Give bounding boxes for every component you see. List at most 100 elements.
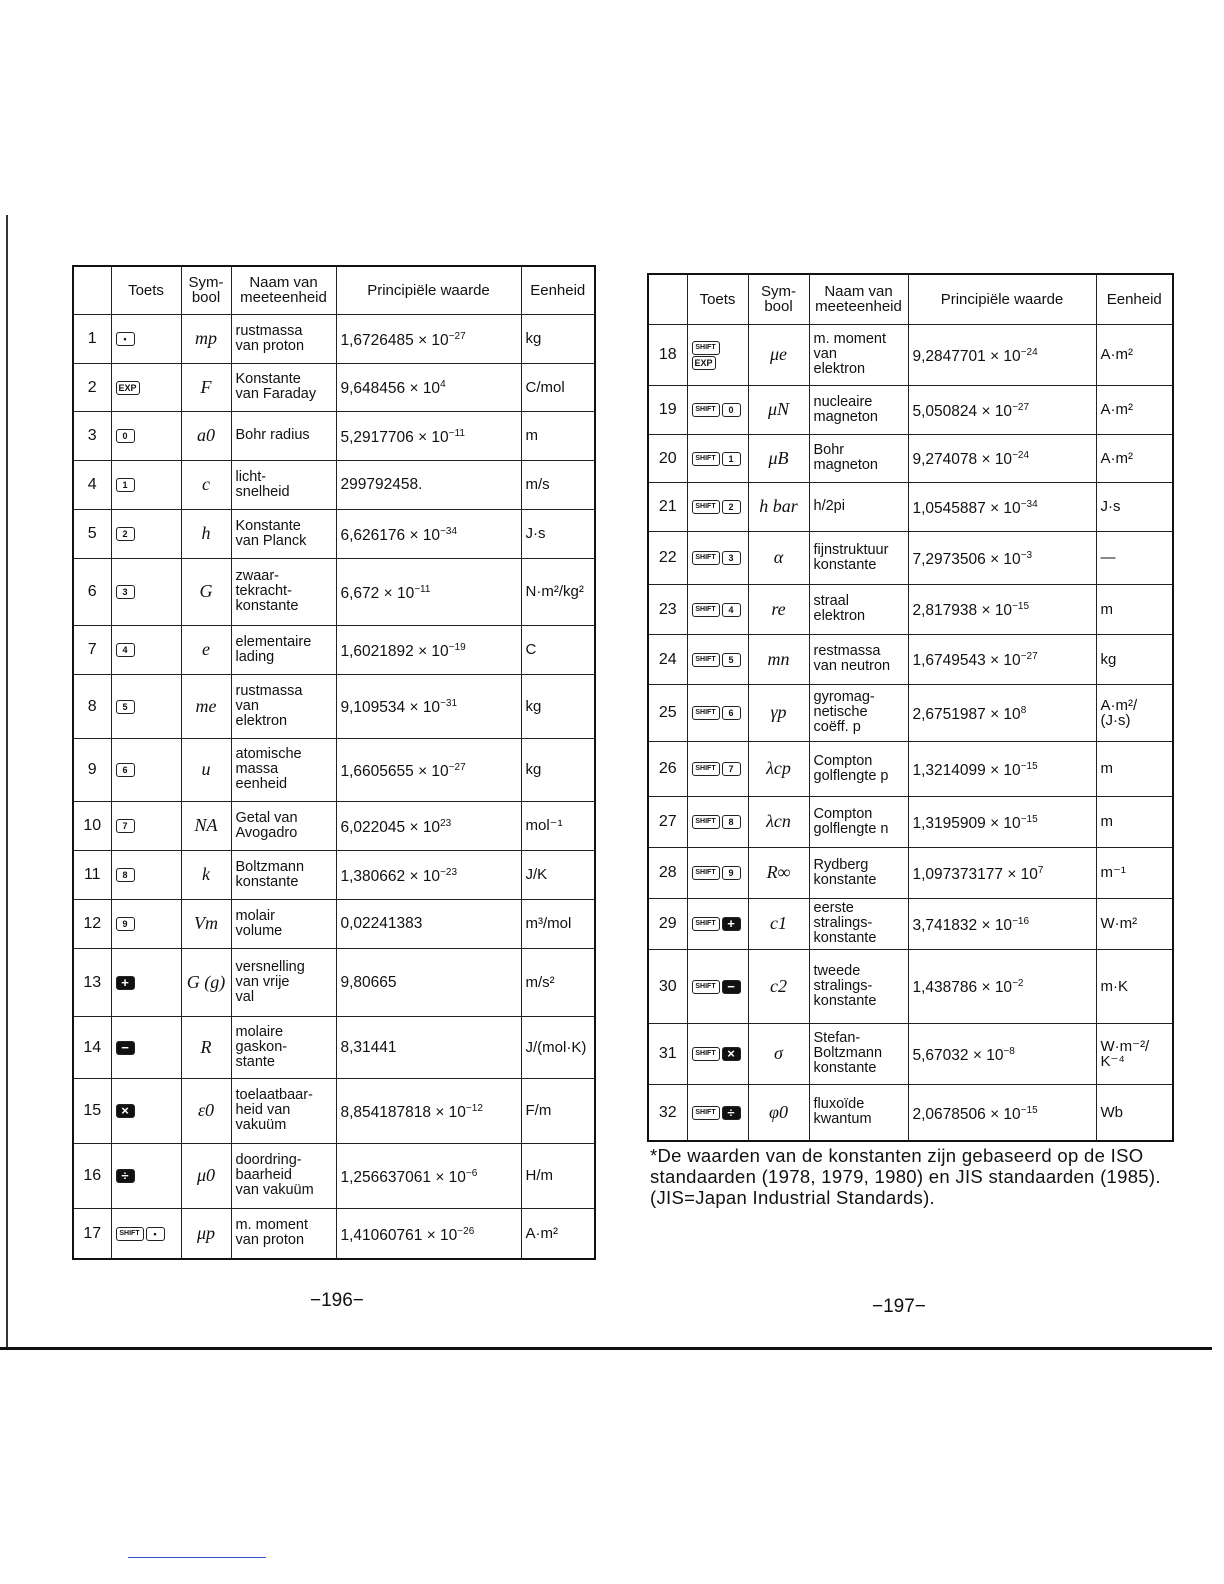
constant-value: 5,2917706 × 10−11 <box>335 410 522 461</box>
row-number: 19 <box>647 384 688 435</box>
value-exponent: −15 <box>1020 813 1038 825</box>
constant-value: 1,380662 × 10−23 <box>335 849 522 900</box>
table-row: 5 2 h Konstante van Planck 6,626176 × 10−34 J… <box>72 508 596 559</box>
value-mantissa: 6,022045 × 10 <box>340 819 441 837</box>
value-mantissa: 299792458. <box>340 476 423 493</box>
header-key: Toets <box>110 265 182 315</box>
constant-name: restmassa van neutron <box>808 633 909 685</box>
value-exponent: −34 <box>1020 498 1038 510</box>
table-row: 28 SHIFT 9 R∞ Rydberg konstante 1,097373177 ×… <box>647 846 1174 899</box>
value-mantissa: 9,80665 <box>340 973 397 991</box>
table-row: 21 SHIFT 2 h bar h/2pi 1,0545887 × 10−34 J·s <box>647 481 1174 532</box>
constant-unit: J·s <box>520 508 596 559</box>
constant-symbol: u <box>180 737 232 802</box>
header-value: Principiële waarde <box>335 265 522 315</box>
key-sequence: ÷ <box>110 1142 182 1209</box>
row-number: 31 <box>647 1022 688 1085</box>
constant-symbol: μB <box>747 433 810 483</box>
constant-value: 7,2973506 × 10−3 <box>907 530 1097 585</box>
header-symbol: Sym- bool <box>747 273 810 325</box>
value-mantissa: 2,817938 × 10 <box>912 602 1013 620</box>
shift-key-icon: SHIFT <box>691 706 720 721</box>
value-mantissa: 6,672 × 10 <box>340 585 415 603</box>
value-exponent: −6 <box>465 1167 478 1179</box>
constant-unit: mol⁻¹ <box>520 800 596 851</box>
key-sequence: SHIFT 4 <box>686 583 749 635</box>
value-mantissa: 1,438786 × 10 <box>912 979 1013 997</box>
constant-symbol: me <box>180 673 232 739</box>
constant-value: 299792458. <box>335 459 522 510</box>
table-row: 10 7 NA Getal van Avogadro 6,022045 × 1023 mo… <box>72 800 596 851</box>
row-number: 21 <box>647 481 688 532</box>
constant-value: 1,0545887 × 10−34 <box>907 481 1097 532</box>
row-number: 27 <box>647 795 688 848</box>
constant-value: 3,741832 × 10−16 <box>907 897 1097 950</box>
value-mantissa: 9,109534 × 10 <box>340 699 441 717</box>
constant-value: 1,256637061 × 10−6 <box>335 1142 522 1209</box>
constant-symbol: mp <box>180 313 232 364</box>
calculator-key-icon: 7 <box>115 819 135 834</box>
constant-value: 1,6726485 × 10−27 <box>335 313 522 364</box>
table-row: 19 SHIFT 0 μN nucleaire magneton 5,050824 × 1… <box>647 384 1174 435</box>
value-mantissa: 1,0545887 × 10 <box>912 500 1021 518</box>
value-mantissa: 5,2917706 × 10 <box>340 429 449 447</box>
constant-value: 1,41060761 × 10−26 <box>335 1207 522 1260</box>
constant-unit: Wb <box>1095 1083 1174 1142</box>
row-number: 22 <box>647 530 688 585</box>
calculator-key-icon: + <box>115 975 135 990</box>
calculator-key-icon: 2 <box>721 500 741 515</box>
value-exponent: −23 <box>440 866 458 878</box>
table-row: 30 SHIFT − c2 tweede stralings- konstante 1,4… <box>647 948 1174 1024</box>
table-row: 15 × ε0 toelaatbaar- heid van vakuüm 8,85418… <box>72 1077 596 1144</box>
table-row: 3 0 a0 Bohr radius 5,2917706 × 10−11 m <box>72 410 596 461</box>
value-mantissa: 1,256637061 × 10 <box>340 1169 466 1187</box>
value-exponent: 8 <box>1020 704 1027 716</box>
constant-name: Getal van Avogadro <box>230 800 337 851</box>
shift-key-icon: SHIFT <box>691 979 720 994</box>
constant-name: Rydberg konstante <box>808 846 909 899</box>
row-number: 12 <box>72 898 112 949</box>
row-number: 11 <box>72 849 112 900</box>
key-sequence: SHIFT 7 <box>686 740 749 797</box>
constant-symbol: k <box>180 849 232 900</box>
constant-unit: m/s <box>520 459 596 510</box>
calculator-key-icon: 4 <box>721 602 741 617</box>
constant-value: 1,097373177 × 107 <box>907 846 1097 899</box>
row-number: 25 <box>647 683 688 742</box>
header-number <box>647 273 688 325</box>
constant-value: 9,648456 × 104 <box>335 362 522 412</box>
constant-value: 9,274078 × 10−24 <box>907 433 1097 483</box>
key-sequence: 4 <box>110 624 182 675</box>
table-row: 8 5 me rustmassa van elektron 9,109534 × 10−… <box>72 673 596 739</box>
value-mantissa: 1,3214099 × 10 <box>912 762 1021 780</box>
key-sequence: − <box>110 1015 182 1079</box>
constant-unit: A·m²/ (J·s) <box>1095 683 1174 742</box>
value-exponent: −15 <box>1020 760 1038 772</box>
constant-symbol: mn <box>747 633 810 685</box>
row-number: 10 <box>72 800 112 851</box>
table-row: 2 EXP F Konstante van Faraday 9,648456 × 104… <box>72 362 596 412</box>
calculator-key-icon: EXP <box>691 355 716 370</box>
constant-unit: N·m²/kg² <box>520 557 596 626</box>
constant-symbol: a0 <box>180 410 232 461</box>
table-row: 16 ÷ μ0 doordring- baarheid van vakuüm 1,256… <box>72 1142 596 1209</box>
constant-value: 9,80665 <box>335 947 522 1017</box>
footnote: *De waarden van de konstanten zijn gebas… <box>650 1145 1161 1208</box>
constant-name: m. moment van proton <box>230 1207 337 1260</box>
constant-unit: m <box>1095 740 1174 797</box>
constant-symbol: ε0 <box>180 1077 232 1144</box>
key-sequence: SHIFTEXP <box>686 323 749 386</box>
constant-symbol: μN <box>747 384 810 435</box>
row-number: 23 <box>647 583 688 635</box>
calculator-key-icon: 7 <box>721 762 741 777</box>
key-sequence: + <box>110 947 182 1017</box>
constant-symbol: R <box>180 1015 232 1079</box>
constant-name: doordring- baarheid van vakuüm <box>230 1142 337 1209</box>
header-key: Toets <box>686 273 749 325</box>
constant-unit: C/mol <box>520 362 596 412</box>
row-number: 3 <box>72 410 112 461</box>
row-number: 29 <box>647 897 688 950</box>
table-row: 26 SHIFT 7 λcp Compton golflengte p 1,3214099… <box>647 740 1174 797</box>
value-mantissa: 5,050824 × 10 <box>912 403 1013 421</box>
